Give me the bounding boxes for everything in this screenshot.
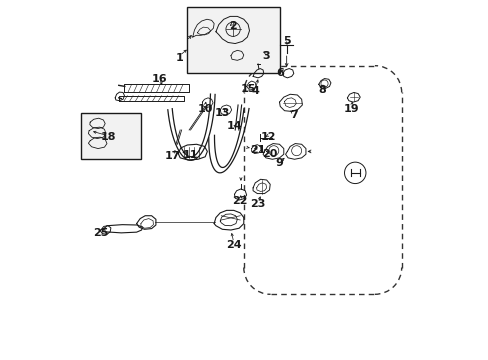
Text: 22: 22 (232, 197, 247, 206)
Text: 24: 24 (225, 240, 241, 250)
Text: 17: 17 (164, 151, 180, 161)
Text: 21: 21 (250, 145, 265, 155)
Text: 16: 16 (151, 74, 167, 84)
Text: 25: 25 (93, 228, 108, 238)
Text: 4: 4 (251, 86, 259, 96)
Text: 12: 12 (261, 132, 276, 142)
Text: 18: 18 (100, 132, 116, 142)
Text: 10: 10 (197, 104, 212, 113)
Text: 15: 15 (240, 84, 255, 94)
Text: 1: 1 (175, 53, 183, 63)
Text: 13: 13 (214, 108, 229, 118)
Text: 19: 19 (343, 104, 359, 113)
Text: 7: 7 (289, 110, 297, 120)
Bar (81, 113, 141, 159)
Text: 3: 3 (262, 51, 269, 61)
Text: 14: 14 (226, 121, 242, 131)
Bar (186, 7, 279, 73)
Text: 9: 9 (275, 158, 283, 168)
Text: 23: 23 (250, 199, 265, 209)
Text: 11: 11 (182, 150, 198, 160)
Text: 20: 20 (261, 149, 277, 159)
Text: 8: 8 (318, 85, 325, 95)
Text: 5: 5 (283, 36, 290, 46)
Text: 2: 2 (229, 21, 237, 31)
Text: 6: 6 (276, 68, 284, 78)
